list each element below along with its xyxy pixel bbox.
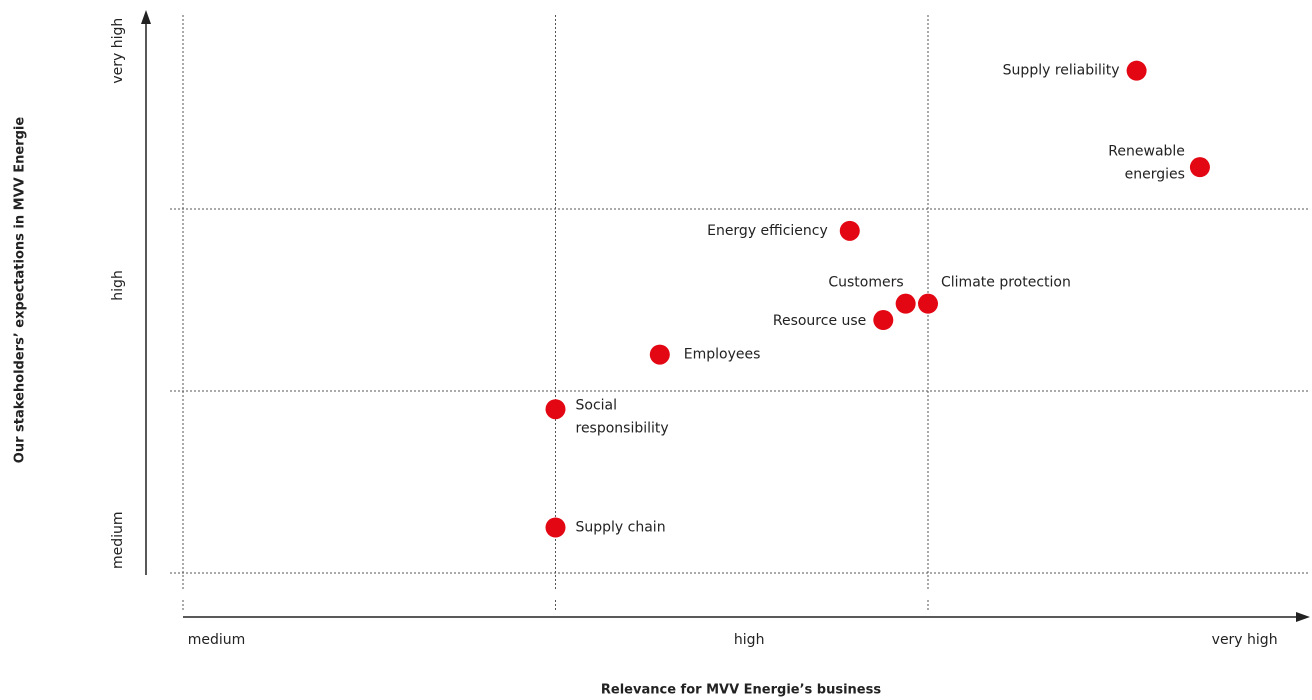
point-label: Customers bbox=[828, 275, 903, 291]
point bbox=[918, 293, 938, 314]
point-label: Social responsibility bbox=[576, 398, 669, 437]
point bbox=[895, 293, 916, 314]
x-tick-label: high bbox=[734, 632, 765, 648]
point bbox=[545, 517, 566, 538]
x-tick-label: very high bbox=[1212, 632, 1278, 648]
x-tick-label: medium bbox=[188, 632, 246, 648]
point bbox=[649, 344, 670, 365]
point bbox=[839, 220, 860, 241]
point bbox=[1189, 157, 1210, 178]
label-line: Renewable bbox=[1108, 144, 1185, 160]
point-label: Supply chain bbox=[576, 520, 666, 536]
point-label: Supply reliability bbox=[1003, 63, 1120, 79]
point bbox=[545, 399, 566, 420]
y-arrow bbox=[141, 10, 151, 24]
point bbox=[1126, 60, 1147, 81]
point-label: Renewable energies bbox=[1108, 144, 1185, 183]
label-line: Social bbox=[576, 398, 618, 414]
point-label: Employees bbox=[684, 347, 761, 363]
x-arrow bbox=[1296, 612, 1310, 622]
x-axis-title: Relevance for MVV Energie’s business bbox=[601, 683, 881, 698]
y-tick-label: very high bbox=[110, 18, 126, 84]
point-label: Climate protection bbox=[941, 275, 1071, 291]
y-tick-label: medium bbox=[110, 511, 126, 569]
y-axis-title: Our stakeholders’ expectations in MVV En… bbox=[13, 117, 28, 464]
point-label: Resource use bbox=[773, 313, 866, 329]
y-tick-label: high bbox=[110, 270, 126, 301]
point bbox=[873, 310, 894, 331]
point-label: Energy efficiency bbox=[707, 223, 828, 239]
label-line: responsibility bbox=[576, 421, 669, 437]
label-line: energies bbox=[1125, 167, 1185, 183]
